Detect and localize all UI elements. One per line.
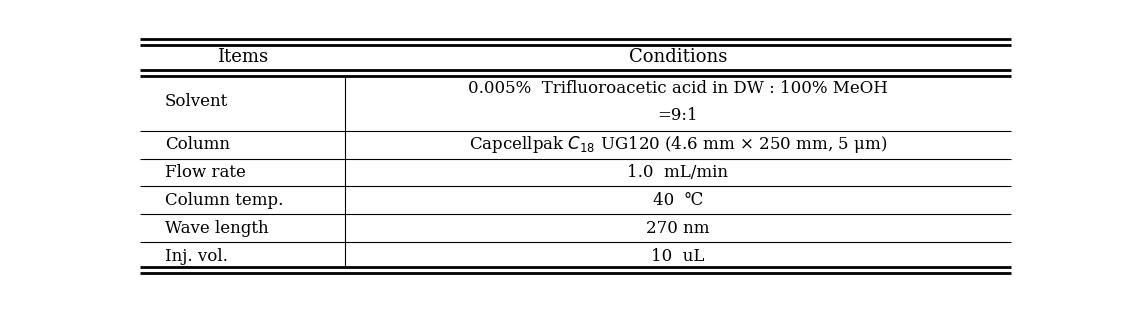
Text: Capcellpak $C_{18}$ UG120 (4.6 mm × 250 mm, 5 μm): Capcellpak $C_{18}$ UG120 (4.6 mm × 250 … xyxy=(468,134,887,155)
Text: Inj. vol.: Inj. vol. xyxy=(165,248,228,265)
Text: 270 nm: 270 nm xyxy=(646,220,710,237)
Text: Flow rate: Flow rate xyxy=(165,164,246,181)
Text: 0.005%  Trifluoroacetic acid in DW : 100% MeOH
=9:1: 0.005% Trifluoroacetic acid in DW : 100%… xyxy=(468,80,888,124)
Text: Conditions: Conditions xyxy=(629,49,727,66)
Text: Items: Items xyxy=(217,49,268,66)
Text: Solvent: Solvent xyxy=(165,93,228,110)
Text: 10  uL: 10 uL xyxy=(651,248,704,265)
Text: Column temp.: Column temp. xyxy=(165,192,283,209)
Text: Column: Column xyxy=(165,136,230,153)
Text: 40  ℃: 40 ℃ xyxy=(652,192,703,209)
Text: Wave length: Wave length xyxy=(165,220,268,237)
Text: 1.0  mL/min: 1.0 mL/min xyxy=(628,164,729,181)
